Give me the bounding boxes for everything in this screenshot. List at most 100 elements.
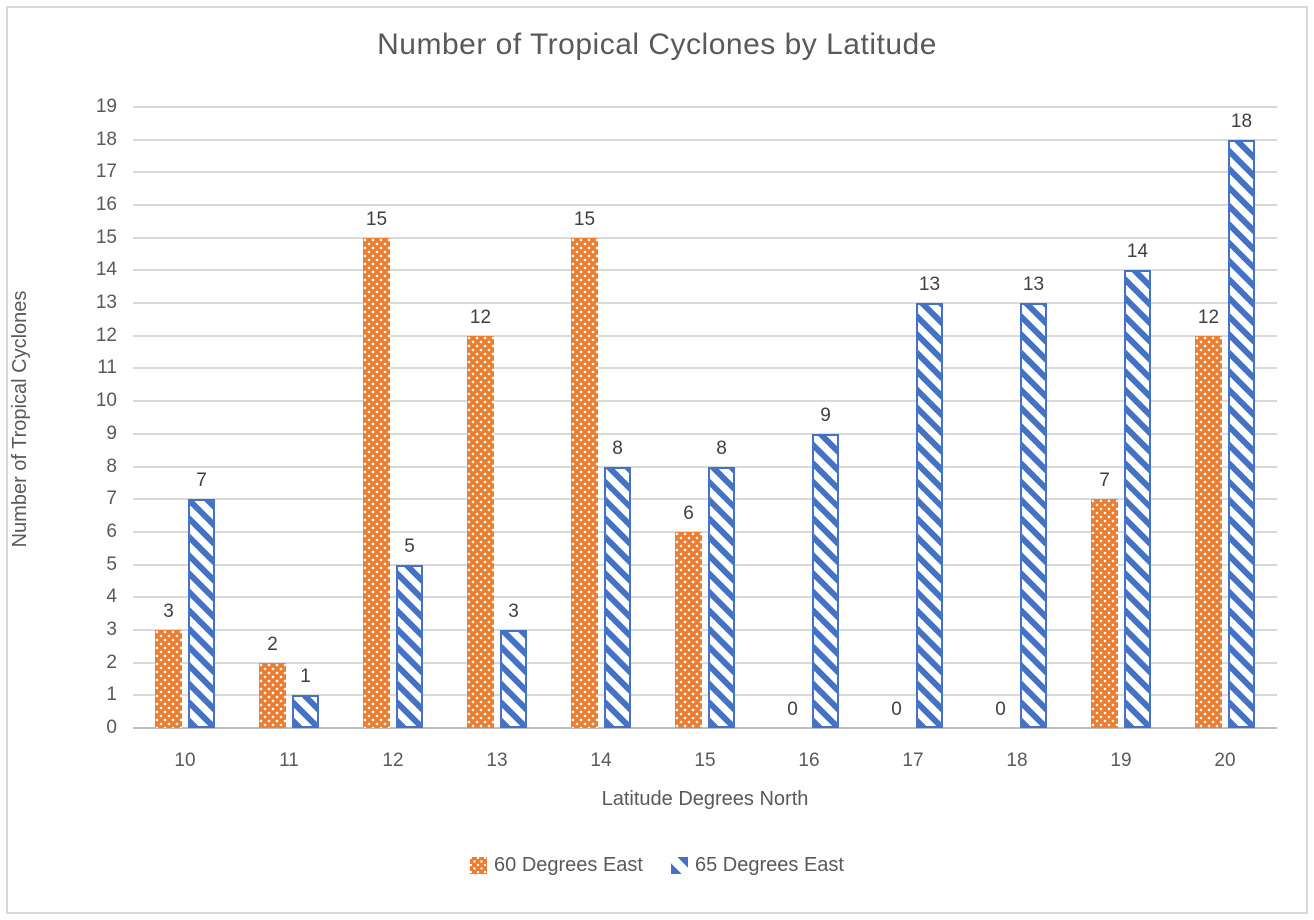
gridline-y-5 [133,563,1277,566]
y-axis-title: Number of Tropical Cyclones [9,290,31,548]
data-label-65-degrees-east-lat-13: 3 [508,600,519,622]
x-tick-label-15: 15 [694,750,716,771]
data-label-60-degrees-east-lat-12: 15 [365,208,388,230]
gridline-y-12 [133,334,1277,337]
x-tick-label-16: 16 [798,750,820,771]
data-label-65-degrees-east-lat-14: 8 [612,437,623,459]
x-tick-label-13: 13 [486,750,508,771]
gridline-y-11 [133,367,1277,370]
gridline-y-6 [133,530,1277,533]
bar-65-degrees-east-lat-14 [604,466,631,728]
gridline-y-15 [133,236,1277,239]
bar-65-degrees-east-lat-17 [916,303,943,728]
y-tick-label-7: 7 [106,488,117,510]
data-label-60-degrees-east-lat-15: 6 [683,502,694,524]
chart-title: Number of Tropical Cyclones by Latitude [377,28,937,61]
gridline-y-10 [133,400,1277,403]
bar-60-degrees-east-lat-11 [259,662,286,728]
y-tick-label-14: 14 [95,259,117,281]
x-tick-label-10: 10 [174,750,196,771]
y-tick-label-17: 17 [95,161,117,183]
data-label-65-degrees-east-lat-15: 8 [716,437,727,459]
y-tick-label-6: 6 [106,520,117,542]
y-tick-label-5: 5 [106,553,117,575]
chart-outer-border [6,6,1308,914]
bar-65-degrees-east-lat-12 [396,564,423,728]
x-tick-label-19: 19 [1110,750,1132,771]
data-label-60-degrees-east-lat-20: 12 [1197,306,1220,328]
gridline-y-19 [133,106,1277,108]
data-label-60-degrees-east-lat-16: 0 [787,699,798,720]
plot-area: 3 7 2 1 15 5 12 3 15 8 6 8 0 9 0 13 0 13 7 14 12 18 [133,106,1277,729]
data-label-60-degrees-east-lat-11: 2 [267,633,278,655]
legend-label: 60 Degrees East [494,854,643,876]
gridline-y-14 [133,269,1277,272]
y-tick-label-8: 8 [106,455,117,477]
y-tick-label-11: 11 [97,357,117,379]
y-tick-label-3: 3 [106,618,117,640]
bar-60-degrees-east-lat-10 [155,629,182,728]
legend-label: 65 Degrees East [695,854,844,876]
bar-60-degrees-east-lat-20 [1195,335,1222,728]
data-label-65-degrees-east-lat-17: 13 [918,274,941,296]
y-tick-label-2: 2 [106,651,117,673]
gridline-y-2 [133,661,1277,664]
bar-65-degrees-east-lat-19 [1124,270,1151,728]
legend-item-65-degrees-east: 65 Degrees East [671,854,844,877]
bar-65-degrees-east-lat-20 [1228,139,1255,728]
bar-60-degrees-east-lat-12 [363,237,390,728]
bar-65-degrees-east-lat-18 [1020,303,1047,728]
y-tick-label-1: 1 [106,684,117,706]
x-axis-title: Latitude Degrees North [601,788,809,810]
x-tick-label-20: 20 [1214,750,1236,771]
data-label-60-degrees-east-lat-10: 3 [163,600,174,622]
gridline-y-13 [133,302,1277,305]
bar-60-degrees-east-lat-15 [675,531,702,728]
data-label-60-degrees-east-lat-18: 0 [995,699,1006,720]
gridline-y-4 [133,596,1277,599]
y-tick-label-12: 12 [95,324,117,346]
x-axis-line [133,727,1277,729]
gridline-y-16 [133,204,1277,207]
y-tick-label-0: 0 [106,717,117,738]
data-label-65-degrees-east-lat-20: 18 [1230,110,1253,132]
data-label-65-degrees-east-lat-16: 9 [820,404,831,426]
x-tick-label-14: 14 [590,750,612,771]
y-tick-label-9: 9 [106,422,117,444]
bar-60-degrees-east-lat-14 [571,237,598,728]
data-label-65-degrees-east-lat-18: 13 [1022,274,1045,296]
bar-65-degrees-east-lat-16 [812,433,839,728]
bar-60-degrees-east-lat-19 [1091,499,1118,728]
gridline-y-1 [133,694,1277,697]
data-label-60-degrees-east-lat-13: 12 [469,306,492,328]
data-label-65-degrees-east-lat-10: 7 [196,470,207,492]
data-label-60-degrees-east-lat-17: 0 [891,699,902,720]
bar-65-degrees-east-lat-15 [708,466,735,728]
x-tick-label-12: 12 [382,750,404,771]
y-tick-label-18: 18 [95,128,117,150]
gridline-y-17 [133,171,1277,174]
gridline-y-9 [133,432,1277,435]
gridline-y-7 [133,498,1277,501]
data-label-65-degrees-east-lat-11: 1 [300,666,311,688]
legend-swatch-blue-stripes-icon [671,857,688,874]
gridline-y-18 [133,138,1277,141]
data-label-60-degrees-east-lat-19: 7 [1099,470,1110,492]
y-tick-label-19: 19 [95,96,117,117]
legend-item-60-degrees-east: 60 Degrees East [470,854,643,877]
y-tick-label-10: 10 [95,390,117,412]
gridline-y-8 [133,465,1277,468]
bar-65-degrees-east-lat-11 [292,695,319,728]
data-label-65-degrees-east-lat-19: 14 [1126,241,1149,263]
gridline-y-3 [133,628,1277,631]
y-tick-label-13: 13 [95,292,117,314]
legend: 60 Degrees East 65 Degrees East [0,854,1314,877]
y-tick-label-16: 16 [95,194,117,216]
data-label-60-degrees-east-lat-14: 15 [573,208,596,230]
y-tick-label-4: 4 [106,586,117,608]
x-tick-label-18: 18 [1006,750,1028,771]
bar-65-degrees-east-lat-13 [500,629,527,728]
y-tick-label-15: 15 [95,226,117,248]
bar-65-degrees-east-lat-10 [188,499,215,728]
